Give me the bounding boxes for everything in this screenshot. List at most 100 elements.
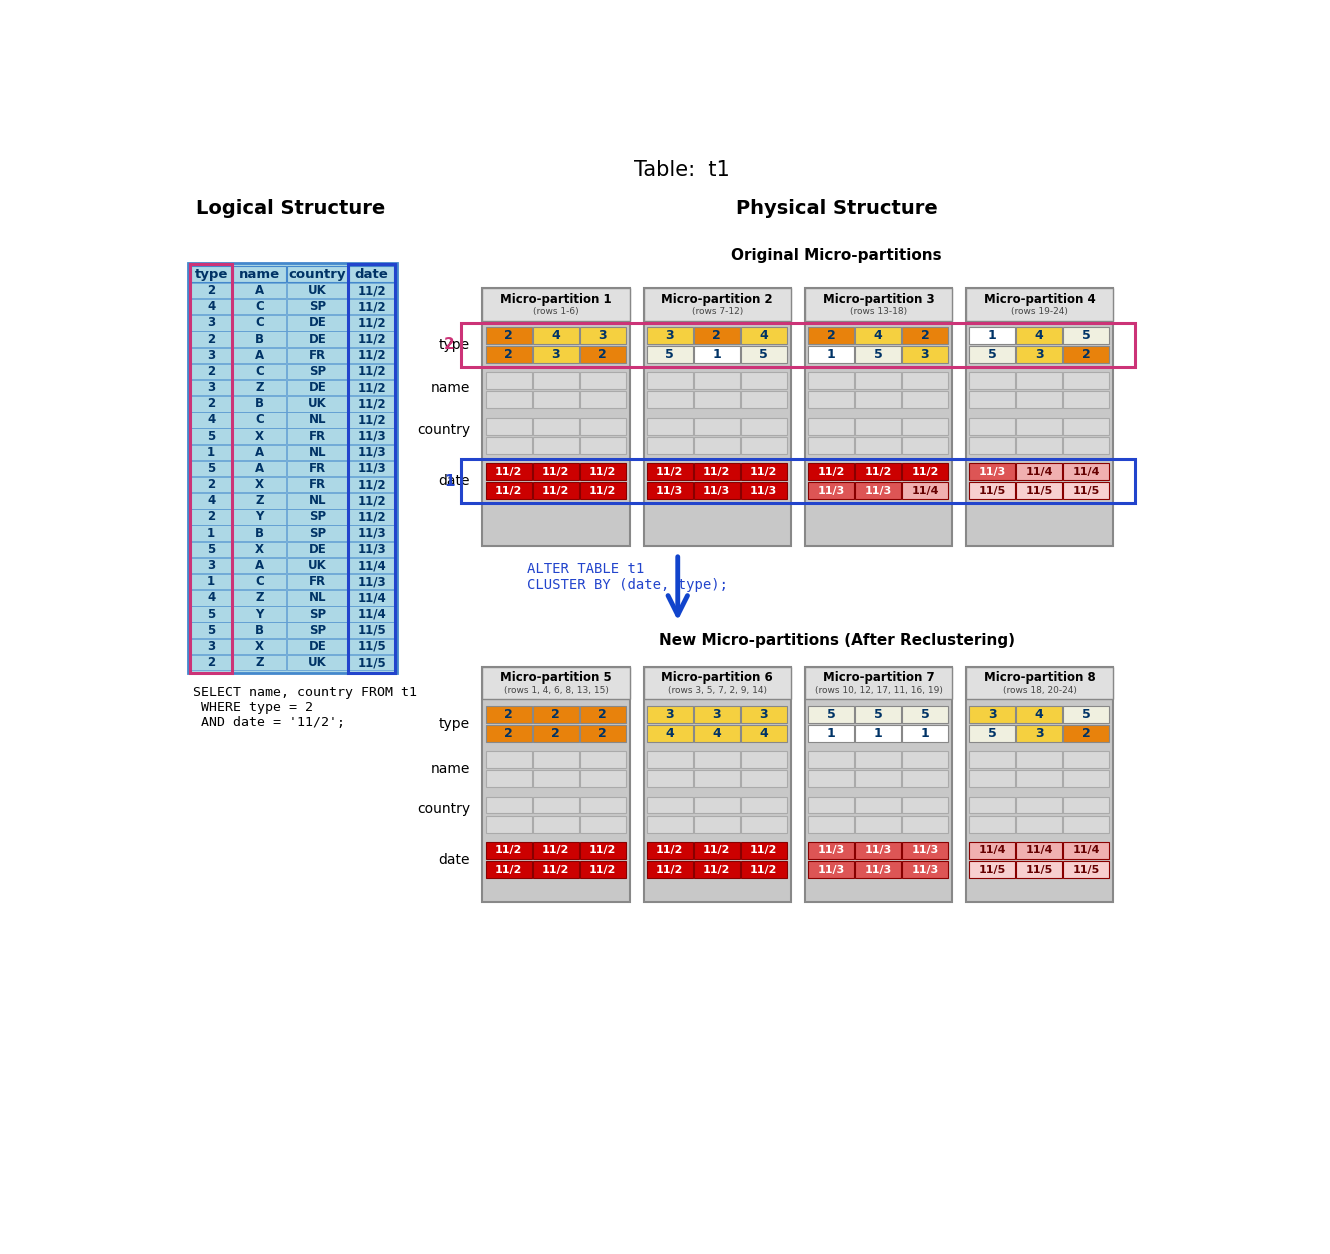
- Text: 11/2: 11/2: [358, 414, 386, 426]
- Text: NL: NL: [309, 414, 326, 426]
- Text: 5: 5: [207, 461, 215, 475]
- Text: SP: SP: [309, 365, 326, 377]
- Bar: [805, 667, 952, 902]
- Text: 11/3: 11/3: [818, 865, 845, 874]
- Bar: [460, 459, 1134, 503]
- Text: 2: 2: [551, 727, 560, 740]
- Text: 3: 3: [1035, 727, 1044, 740]
- Bar: [348, 263, 395, 672]
- Bar: [233, 558, 286, 573]
- Text: 11/4: 11/4: [1072, 466, 1100, 477]
- Bar: [970, 483, 1015, 499]
- Text: date: date: [439, 853, 469, 867]
- Text: B: B: [255, 398, 263, 410]
- Text: 11/3: 11/3: [979, 466, 1005, 477]
- Bar: [966, 288, 1113, 547]
- Bar: [233, 591, 286, 606]
- Bar: [532, 706, 579, 722]
- Text: 11/2: 11/2: [656, 865, 684, 874]
- Text: 11/2: 11/2: [358, 316, 386, 330]
- Bar: [350, 460, 394, 477]
- Text: UK: UK: [309, 559, 327, 572]
- Bar: [805, 667, 952, 700]
- Text: 2: 2: [598, 349, 606, 361]
- Bar: [350, 622, 394, 638]
- Bar: [580, 418, 625, 435]
- Text: FR: FR: [309, 576, 326, 588]
- Text: 2: 2: [1081, 349, 1091, 361]
- Text: 11/5: 11/5: [1072, 485, 1100, 495]
- Text: 11/2: 11/2: [358, 332, 386, 346]
- Text: Y: Y: [255, 510, 263, 523]
- Bar: [902, 796, 948, 814]
- Bar: [807, 346, 854, 362]
- Bar: [532, 751, 579, 767]
- Bar: [287, 396, 347, 411]
- Text: FR: FR: [309, 461, 326, 475]
- Bar: [287, 413, 347, 428]
- Bar: [902, 391, 948, 409]
- Text: 11/2: 11/2: [656, 845, 684, 855]
- Bar: [741, 483, 787, 499]
- Text: 2: 2: [598, 727, 606, 740]
- Bar: [970, 706, 1015, 722]
- Bar: [287, 542, 347, 557]
- Text: 11/2: 11/2: [358, 285, 386, 297]
- Text: 11/5: 11/5: [358, 623, 386, 637]
- Text: 1: 1: [988, 329, 996, 342]
- Text: 2: 2: [207, 510, 215, 523]
- Text: 4: 4: [207, 300, 215, 314]
- Text: DE: DE: [309, 316, 326, 330]
- Text: DE: DE: [309, 381, 326, 394]
- Bar: [1063, 706, 1109, 722]
- Text: 11/3: 11/3: [704, 485, 730, 495]
- Bar: [233, 315, 286, 331]
- Bar: [192, 364, 231, 379]
- Bar: [855, 418, 900, 435]
- Bar: [902, 463, 948, 480]
- Text: 4: 4: [874, 329, 882, 342]
- Bar: [644, 667, 791, 902]
- Bar: [1016, 816, 1063, 833]
- Text: 2: 2: [207, 478, 215, 492]
- Text: 11/3: 11/3: [911, 865, 939, 874]
- Text: 11/2: 11/2: [358, 478, 386, 492]
- Bar: [192, 315, 231, 331]
- Bar: [966, 667, 1113, 700]
- Text: 11/2: 11/2: [495, 865, 523, 874]
- Bar: [807, 751, 854, 767]
- Bar: [233, 300, 286, 315]
- Bar: [694, 816, 739, 833]
- Text: 5: 5: [207, 623, 215, 637]
- Bar: [644, 288, 791, 547]
- Text: type: type: [194, 267, 227, 281]
- Text: 5: 5: [759, 349, 769, 361]
- Bar: [350, 638, 394, 655]
- Text: 3: 3: [988, 707, 996, 721]
- Text: FR: FR: [309, 430, 326, 443]
- Text: 1: 1: [826, 349, 835, 361]
- Bar: [1016, 372, 1063, 389]
- Text: 4: 4: [1035, 329, 1044, 342]
- Bar: [580, 436, 625, 454]
- Text: 3: 3: [207, 316, 215, 330]
- Bar: [694, 796, 739, 814]
- Bar: [855, 391, 900, 409]
- Bar: [192, 574, 231, 589]
- Text: 3: 3: [665, 707, 674, 721]
- Bar: [966, 288, 1113, 321]
- Bar: [233, 429, 286, 444]
- Bar: [1016, 770, 1063, 788]
- Bar: [1016, 483, 1063, 499]
- Text: Micro-partition 3: Micro-partition 3: [823, 292, 934, 306]
- Bar: [485, 436, 532, 454]
- Bar: [532, 346, 579, 362]
- Text: DE: DE: [309, 640, 326, 653]
- Bar: [646, 346, 693, 362]
- Text: 2: 2: [444, 337, 455, 352]
- Text: Z: Z: [255, 656, 263, 670]
- Text: C: C: [255, 414, 263, 426]
- Text: 11/2: 11/2: [358, 510, 386, 523]
- Bar: [192, 558, 231, 573]
- Text: NL: NL: [309, 446, 326, 459]
